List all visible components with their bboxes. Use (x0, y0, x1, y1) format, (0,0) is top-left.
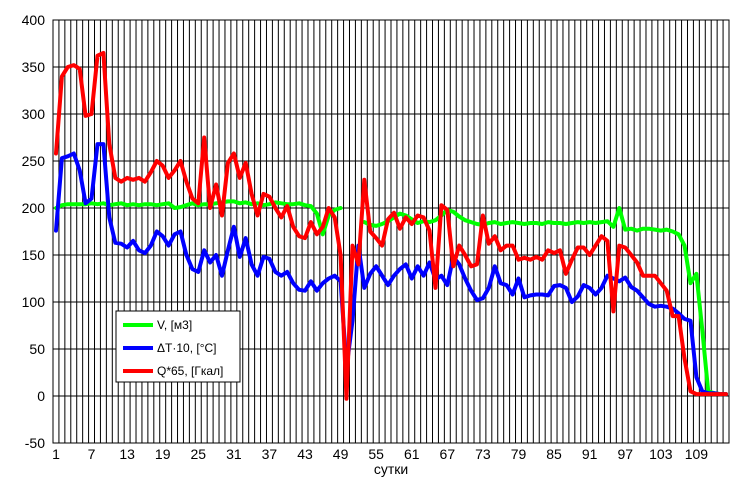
y-tick-label: 150 (22, 247, 46, 263)
x-tick-label: 37 (262, 446, 278, 462)
x-tick-label: 79 (511, 446, 527, 462)
x-tick-label: 1 (52, 446, 60, 462)
legend-label-v: V, [м3] (157, 318, 192, 332)
y-tick-label: 0 (37, 388, 45, 404)
x-tick-label: 7 (88, 446, 96, 462)
x-tick-label: 109 (685, 446, 709, 462)
legend-label-dt: ΔT·10, [°C] (157, 341, 217, 355)
y-tick-label: 300 (22, 106, 46, 122)
x-tick-label: 97 (617, 446, 633, 462)
x-tick-label: 103 (649, 446, 673, 462)
legend: V, [м3] ΔT·10, [°C] Q*65, [Гкал] (115, 310, 241, 383)
x-tick-label: 43 (297, 446, 313, 462)
x-tick-label: 31 (226, 446, 242, 462)
x-tick-label: 55 (368, 446, 384, 462)
y-tick-label: 100 (22, 294, 46, 310)
x-tick-label: 61 (404, 446, 420, 462)
y-tick-label: 50 (29, 341, 45, 357)
x-tick-label: 19 (155, 446, 171, 462)
x-tick-label: 67 (440, 446, 456, 462)
series-lines (54, 50, 728, 401)
x-tick-label: 49 (333, 446, 349, 462)
y-tick-label: 400 (22, 12, 46, 28)
x-tick-label: 25 (190, 446, 206, 462)
legend-label-q: Q*65, [Гкал] (157, 364, 223, 378)
plot-border (52, 19, 730, 444)
x-axis-title: сутки (374, 461, 408, 477)
y-tick-label: 250 (22, 153, 46, 169)
y-tick-label: -50 (25, 435, 45, 451)
x-axis-tick-labels: 1 7 13 19 25 31 37 43 49 55 61 67 73 79 85 91 97 103 109 (52, 446, 708, 462)
x-tick-label: 13 (119, 446, 135, 462)
x-tick-label: 85 (546, 446, 562, 462)
y-axis-tick-labels: -50 0 50 100 150 200 250 300 350 400 (22, 12, 46, 451)
x-tick-label: 91 (582, 446, 598, 462)
y-tick-label: 200 (22, 200, 46, 216)
x-tick-label: 73 (475, 446, 491, 462)
y-tick-label: 350 (22, 59, 46, 75)
series-line-3 (54, 50, 728, 401)
